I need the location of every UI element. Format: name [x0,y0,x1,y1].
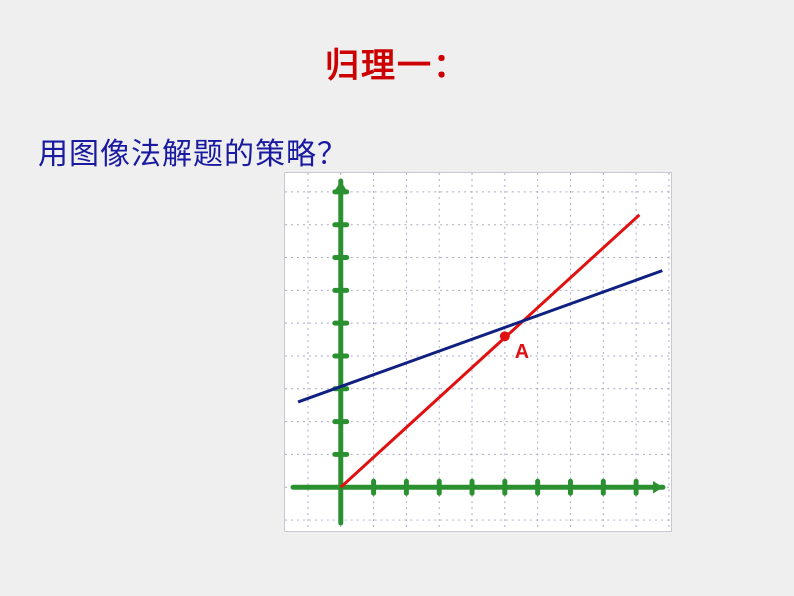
title-area: 归理一： [0,0,794,87]
blue-line [298,271,662,402]
subtitle-area: 用图像法解题的策略？ [0,87,794,173]
point-A-marker [500,331,510,341]
y-axis-arrow-icon [335,181,347,191]
points-group: A [500,331,529,363]
point-A-label: A [515,341,529,363]
subtitle-text: 用图像法解题的策略？ [38,138,348,171]
axes-group [293,181,663,523]
lines-group [298,215,662,487]
x-axis-arrow-icon [653,481,663,493]
red-line [341,215,640,487]
chart-container: A [284,172,672,532]
chart-svg: A [285,173,671,531]
page-title: 归理一： [325,48,469,85]
